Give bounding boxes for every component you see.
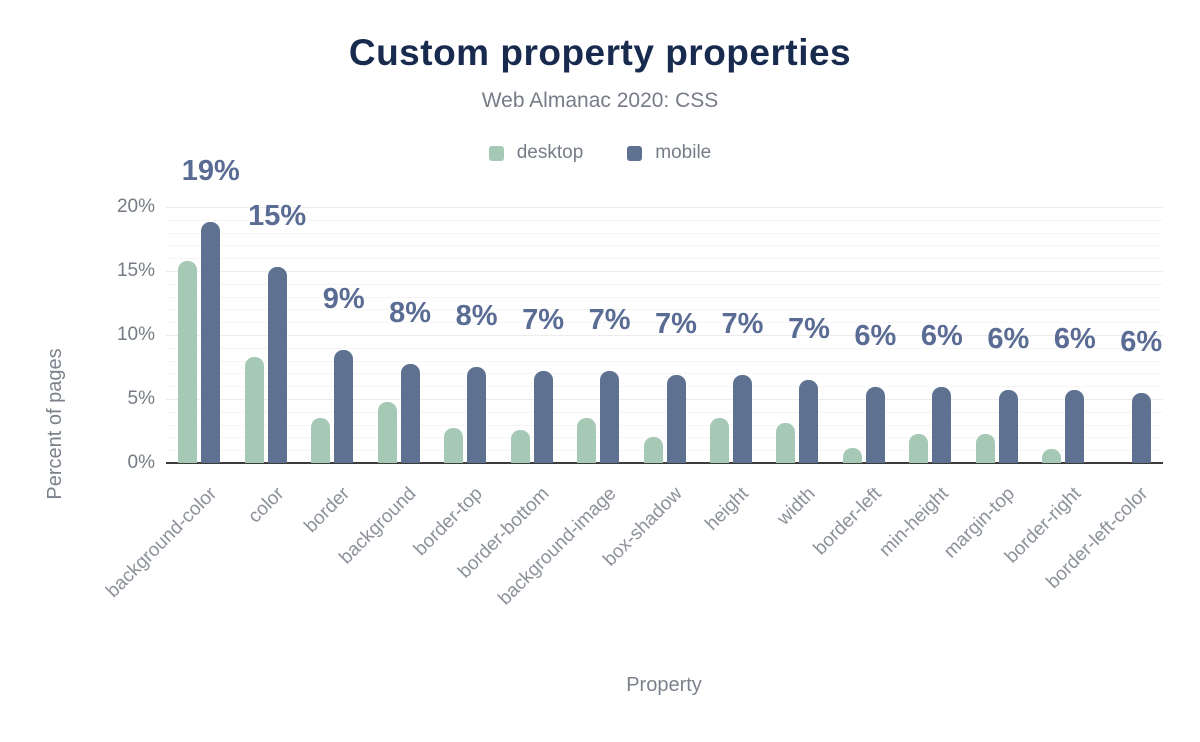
legend-item-desktop: desktop: [488, 142, 584, 164]
gridline: [166, 335, 1163, 336]
bar-mobile-background-color: [201, 222, 221, 463]
x-tick-label-border-left: border-left: [809, 483, 887, 560]
legend-label-mobile: mobile: [655, 142, 712, 163]
y-tick-label: 0%: [127, 452, 155, 473]
gridline: [166, 296, 1163, 298]
x-tick-label-height: height: [701, 483, 754, 535]
x-tick-label-background-color: background-color: [102, 483, 222, 602]
bar-desktop-background: [377, 401, 397, 463]
bar-mobile-border-top: [467, 367, 487, 463]
gridline: [166, 309, 1163, 311]
y-tick-label: 5%: [127, 388, 155, 409]
x-axis-title: Property: [626, 674, 702, 696]
bar-desktop-border-top: [444, 428, 464, 463]
data-label-background-image: 7%: [588, 303, 631, 336]
data-label-color: 15%: [248, 200, 307, 233]
legend-label-desktop: desktop: [516, 142, 584, 163]
desktop-swatch-icon: [488, 145, 504, 161]
x-axis-line: [166, 462, 1163, 464]
data-label-border-left-color: 6%: [1120, 325, 1163, 358]
data-label-border: 9%: [322, 283, 365, 316]
bar-mobile-background: [400, 364, 420, 463]
bar-mobile-min-height: [932, 387, 952, 463]
bar-mobile-width: [799, 379, 819, 463]
bar-mobile-border-bottom: [533, 370, 553, 463]
y-tick-label: 20%: [116, 196, 155, 217]
gridline: [166, 283, 1163, 285]
gridline: [166, 450, 1163, 452]
data-label-height: 7%: [721, 307, 764, 340]
bar-desktop-min-height: [909, 433, 929, 463]
bar-mobile-box-shadow: [666, 374, 686, 463]
data-label-border-top: 8%: [455, 300, 498, 332]
legend-item-mobile: mobile: [627, 142, 711, 164]
data-label-border-bottom: 7%: [522, 303, 565, 336]
bar-desktop-height: [709, 418, 729, 463]
bar-mobile-border-left-color: [1131, 392, 1151, 463]
gridline: [166, 245, 1163, 247]
gridline: [166, 232, 1163, 234]
bar-desktop-border-right: [1042, 448, 1062, 463]
gridline: [166, 386, 1163, 388]
bar-mobile-color: [267, 267, 287, 463]
gridline: [166, 258, 1163, 260]
data-label-width: 7%: [787, 312, 830, 345]
y-axis-title: Percent of pages: [44, 348, 66, 500]
gridline: [166, 399, 1163, 400]
legend: desktop mobile: [0, 142, 1200, 164]
bar-mobile-height: [732, 374, 752, 463]
bar-mobile-border-right: [1065, 390, 1085, 463]
chart-subtitle: Web Almanac 2020: CSS: [481, 89, 719, 112]
bar-desktop-margin-top: [975, 433, 995, 463]
bar-desktop-border: [311, 418, 331, 463]
data-label-background-color: 19%: [181, 155, 240, 188]
x-tick-label-background-image: background-image: [494, 483, 621, 610]
gridline: [166, 347, 1163, 349]
data-label-margin-top: 6%: [987, 323, 1030, 356]
x-tick-label-width: width: [773, 483, 820, 530]
chart-title: Custom property properties: [348, 32, 852, 73]
y-tick-label: 10%: [116, 324, 155, 345]
data-label-min-height: 6%: [920, 320, 963, 353]
bar-desktop-background-image: [577, 418, 597, 463]
bar-mobile-background-image: [600, 370, 620, 463]
x-tick-label-border: border: [300, 483, 355, 537]
data-label-border-right: 6%: [1053, 323, 1096, 356]
bar-mobile-border-left: [865, 387, 885, 463]
gridline: [166, 322, 1163, 324]
bar-desktop-border-left: [842, 447, 862, 463]
bar-desktop-border-bottom: [510, 429, 530, 463]
gridline: [166, 373, 1163, 375]
bar-desktop-width: [776, 423, 796, 463]
bar-mobile-margin-top: [998, 390, 1018, 463]
gridline: [166, 437, 1163, 439]
bar-desktop-box-shadow: [643, 437, 663, 463]
data-label-background: 8%: [389, 297, 432, 330]
bar-desktop-color: [244, 356, 264, 463]
bar-desktop-background-color: [178, 260, 198, 463]
bar-mobile-border: [334, 350, 354, 463]
gridline: [166, 271, 1163, 272]
data-label-box-shadow: 7%: [655, 307, 697, 340]
gridline: [166, 411, 1163, 413]
y-tick-label: 15%: [116, 260, 155, 281]
data-label-border-left: 6%: [854, 320, 897, 353]
x-tick-label-color: color: [243, 483, 288, 528]
gridline: [166, 424, 1163, 426]
gridline: [166, 207, 1163, 208]
mobile-swatch-icon: [627, 145, 643, 161]
gridline: [166, 219, 1163, 221]
gridline: [166, 360, 1163, 362]
